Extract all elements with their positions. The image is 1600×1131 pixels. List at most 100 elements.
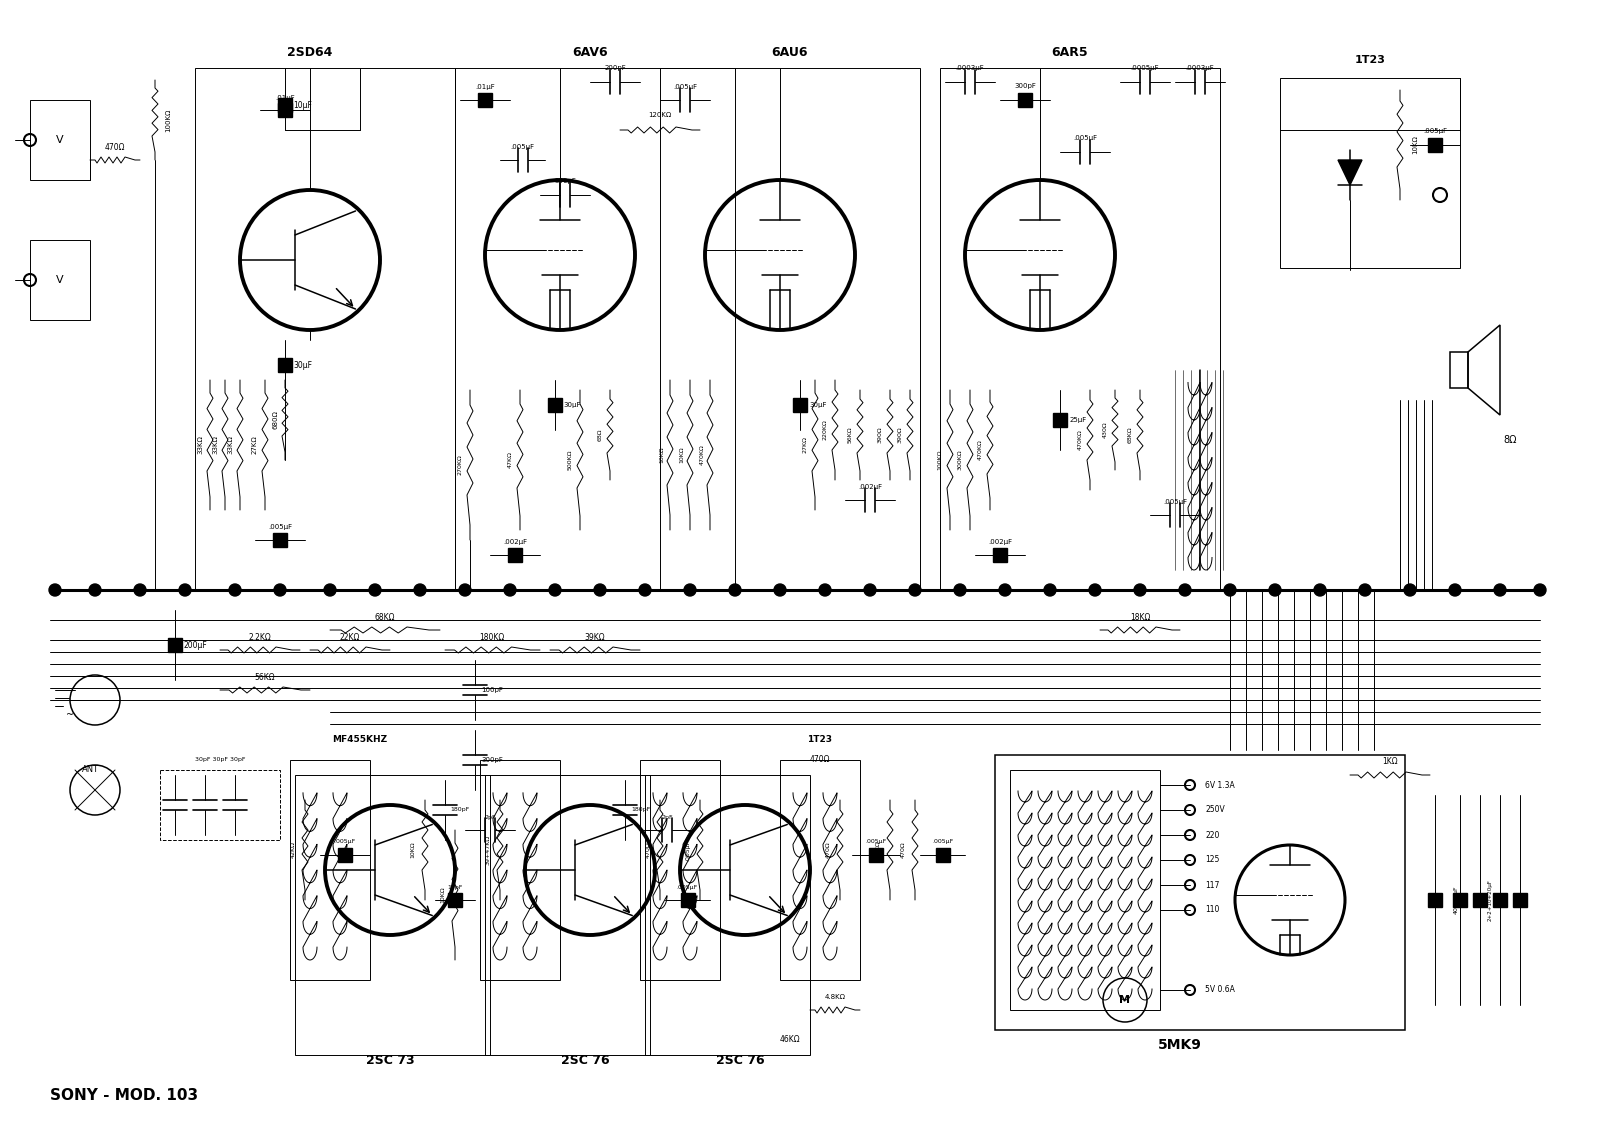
Text: 27KΩ: 27KΩ xyxy=(803,437,808,454)
Bar xyxy=(448,893,462,907)
Text: 250V: 250V xyxy=(1205,805,1224,814)
Text: .005μF: .005μF xyxy=(674,84,698,90)
Circle shape xyxy=(685,584,696,596)
Text: 120KΩ: 120KΩ xyxy=(648,112,672,118)
Text: 390Ω: 390Ω xyxy=(877,426,883,443)
Text: .002μF: .002μF xyxy=(502,539,526,545)
Circle shape xyxy=(1494,584,1506,596)
Text: 10μF: 10μF xyxy=(293,101,312,110)
Bar xyxy=(645,775,810,1055)
Bar xyxy=(168,638,182,651)
Text: 25μF: 25μF xyxy=(1069,417,1086,423)
Text: V: V xyxy=(56,135,64,145)
Bar xyxy=(1280,78,1459,268)
Bar xyxy=(1474,893,1486,907)
Text: 33KΩ: 33KΩ xyxy=(211,435,218,455)
Circle shape xyxy=(90,584,101,596)
Text: 470Ω: 470Ω xyxy=(810,756,830,765)
Text: .0003μF: .0003μF xyxy=(1186,64,1214,71)
Circle shape xyxy=(594,584,606,596)
Circle shape xyxy=(1269,584,1282,596)
Text: 6AR5: 6AR5 xyxy=(1051,45,1088,59)
Text: 430Ω: 430Ω xyxy=(1102,422,1107,439)
Bar xyxy=(995,756,1405,1030)
Text: 470Ω: 470Ω xyxy=(104,144,125,153)
Text: 30μF: 30μF xyxy=(563,402,581,408)
Text: 180pF: 180pF xyxy=(450,808,470,812)
Circle shape xyxy=(50,584,61,596)
Text: 8Ω: 8Ω xyxy=(1504,435,1517,444)
Text: 220KΩ: 220KΩ xyxy=(822,420,827,440)
Circle shape xyxy=(998,584,1011,596)
Text: V: V xyxy=(56,275,64,285)
Text: .005μF: .005μF xyxy=(1422,128,1446,133)
Text: 27KΩ: 27KΩ xyxy=(253,435,258,455)
Circle shape xyxy=(1358,584,1371,596)
Text: .005μF: .005μF xyxy=(933,838,954,844)
Bar xyxy=(278,98,291,112)
Text: 470KΩ: 470KΩ xyxy=(978,440,982,460)
Circle shape xyxy=(370,584,381,596)
Text: .002μF: .002μF xyxy=(987,539,1013,545)
Circle shape xyxy=(1534,584,1546,596)
Text: 10KΩ: 10KΩ xyxy=(680,447,685,464)
Text: 6AV6: 6AV6 xyxy=(573,45,608,59)
Text: 2+2+10+20μF: 2+2+10+20μF xyxy=(1488,879,1493,921)
Text: 30μF: 30μF xyxy=(810,402,827,408)
Text: 2pF: 2pF xyxy=(485,815,496,820)
Bar xyxy=(941,68,1221,590)
Text: M: M xyxy=(1120,995,1131,1005)
Text: 470Ω: 470Ω xyxy=(826,841,830,858)
Circle shape xyxy=(909,584,922,596)
Bar xyxy=(994,549,1006,562)
Bar xyxy=(278,359,291,372)
Circle shape xyxy=(774,584,786,596)
Text: 117: 117 xyxy=(1205,881,1219,889)
Text: .005μF: .005μF xyxy=(685,839,691,861)
Text: 42KΩ: 42KΩ xyxy=(291,841,296,858)
Text: 56KΩ: 56KΩ xyxy=(848,426,853,443)
Circle shape xyxy=(638,584,651,596)
Circle shape xyxy=(1134,584,1146,596)
Bar xyxy=(274,533,286,547)
Bar xyxy=(509,549,522,562)
Bar xyxy=(794,398,806,412)
Bar xyxy=(1450,352,1469,388)
Text: 100KΩ: 100KΩ xyxy=(938,450,942,470)
Text: 68Ω: 68Ω xyxy=(597,429,603,441)
Text: .0003μF: .0003μF xyxy=(955,64,984,71)
Text: .005μF: .005μF xyxy=(334,838,355,844)
Circle shape xyxy=(179,584,190,596)
Circle shape xyxy=(1179,584,1190,596)
Circle shape xyxy=(134,584,146,596)
Text: .005μF: .005μF xyxy=(510,144,534,150)
Text: 270KΩ: 270KΩ xyxy=(458,455,462,475)
Text: 100pF: 100pF xyxy=(482,687,502,693)
Text: 470KΩ: 470KΩ xyxy=(1077,430,1083,450)
Circle shape xyxy=(229,584,242,596)
Text: 5.6KΩ: 5.6KΩ xyxy=(875,840,880,860)
Text: 200μF: 200μF xyxy=(182,640,206,649)
Circle shape xyxy=(954,584,966,596)
Bar xyxy=(1514,893,1526,907)
Text: 5MK9: 5MK9 xyxy=(1158,1038,1202,1052)
Circle shape xyxy=(323,584,336,596)
Circle shape xyxy=(1450,584,1461,596)
Text: 2SC 73: 2SC 73 xyxy=(366,1053,414,1067)
Text: 110: 110 xyxy=(1205,906,1219,915)
Bar xyxy=(661,68,920,590)
Text: 470Ω: 470Ω xyxy=(645,841,651,858)
Text: 2pF: 2pF xyxy=(661,815,674,820)
Bar xyxy=(278,103,291,116)
Bar xyxy=(1429,893,1442,907)
Bar xyxy=(290,760,370,979)
Text: 22KΩ: 22KΩ xyxy=(339,632,360,641)
Text: 2SC 76: 2SC 76 xyxy=(715,1053,765,1067)
Text: 100KΩ: 100KΩ xyxy=(165,109,171,131)
Text: 5V 0.6A: 5V 0.6A xyxy=(1205,985,1235,994)
Text: 300pF: 300pF xyxy=(1014,83,1035,89)
Bar xyxy=(195,68,454,590)
Bar xyxy=(478,93,493,107)
Text: 68KΩ: 68KΩ xyxy=(1128,426,1133,443)
Text: 2SC 76: 2SC 76 xyxy=(560,1053,610,1067)
